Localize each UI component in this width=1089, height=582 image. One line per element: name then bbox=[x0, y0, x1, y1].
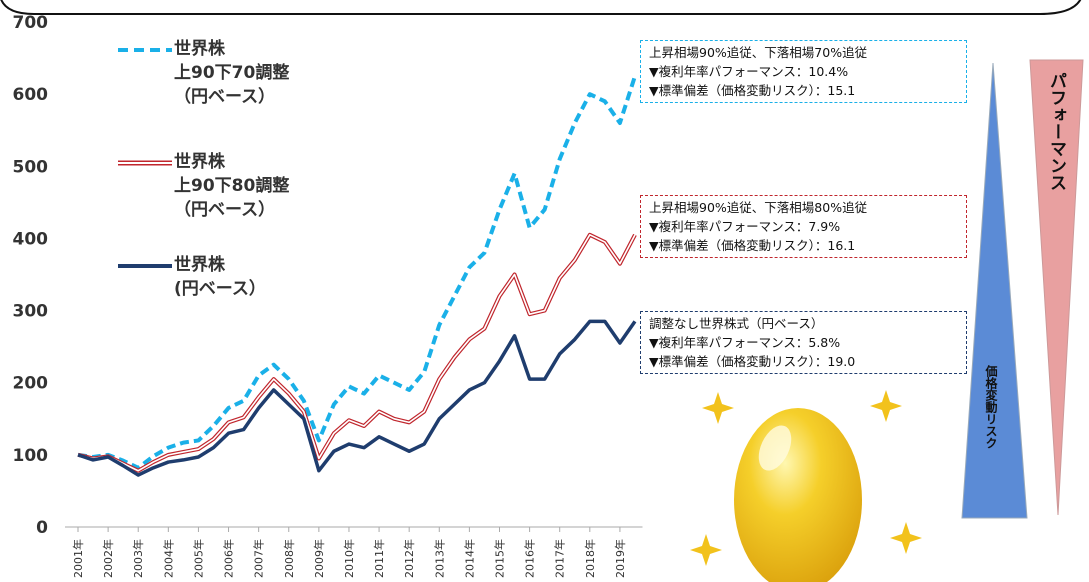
frame-edge bbox=[0, 0, 1082, 14]
x-tick-label: 2004年 bbox=[161, 539, 175, 578]
x-tick-label: 2009年 bbox=[312, 539, 326, 578]
page: 0 100 200 300 400 500 600 700 2001年 2002年 2003年 200… bbox=[0, 0, 1089, 582]
x-tick-label: 2018年 bbox=[583, 539, 597, 578]
x-tick-label: 2014年 bbox=[462, 539, 476, 578]
y-tick-label: 600 bbox=[13, 85, 49, 105]
series-line-inner bbox=[78, 235, 635, 471]
x-tick-label: 2002年 bbox=[101, 539, 115, 578]
x-tick-label: 2003年 bbox=[131, 539, 145, 578]
risk-triangle bbox=[962, 63, 1027, 518]
side-label: パフォーマンス bbox=[1044, 72, 1069, 191]
legend-label: 世界株 上90下80調整 （円ベース） bbox=[174, 150, 289, 222]
x-tick-label: 2016年 bbox=[523, 539, 537, 578]
y-tick-label: 300 bbox=[13, 302, 49, 322]
annotation: 上昇相場90%追従、下落相場80%追従 ▼複利年率パフォーマンス：7.9% ▼標… bbox=[640, 195, 967, 258]
y-tick-label: 500 bbox=[13, 157, 49, 177]
x-tick-label: 2006年 bbox=[222, 539, 236, 578]
x-tick-label: 2008年 bbox=[282, 539, 296, 578]
egg-illustration bbox=[690, 390, 922, 582]
annotation: 調整なし世界株式（円ベース） ▼複利年率パフォーマンス：5.8% ▼標準偏差（価… bbox=[640, 311, 967, 374]
y-tick-label: 100 bbox=[13, 446, 49, 466]
x-tick-label: 2013年 bbox=[432, 539, 446, 578]
y-tick-label: 0 bbox=[36, 518, 48, 538]
x-tick-label: 2011年 bbox=[372, 539, 386, 578]
legend-label: 世界株 上90下70調整 （円ベース） bbox=[174, 37, 289, 109]
y-tick-label: 700 bbox=[13, 13, 49, 33]
x-tick-label: 2001年 bbox=[71, 539, 85, 578]
x-tick-label: 2019年 bbox=[613, 539, 627, 578]
y-tick-label: 200 bbox=[13, 374, 49, 394]
x-tick-label: 2015年 bbox=[492, 539, 506, 578]
y-tick-label: 400 bbox=[13, 229, 49, 249]
series-line bbox=[78, 76, 635, 468]
x-tick-label: 2010年 bbox=[342, 539, 356, 578]
x-tick-label: 2005年 bbox=[191, 539, 205, 578]
x-tick-label: 2017年 bbox=[553, 539, 567, 578]
legend-label: 世界株 (円ベース） bbox=[174, 253, 266, 301]
x-tick-label: 2012年 bbox=[402, 539, 416, 578]
annotation: 上昇相場90%追従、下落相場70%追従 ▼複利年率パフォーマンス：10.4% ▼… bbox=[640, 40, 967, 103]
series-line bbox=[78, 235, 635, 471]
side-label: 価格変動リスク bbox=[983, 365, 1000, 449]
x-tick-label: 2007年 bbox=[252, 539, 266, 578]
